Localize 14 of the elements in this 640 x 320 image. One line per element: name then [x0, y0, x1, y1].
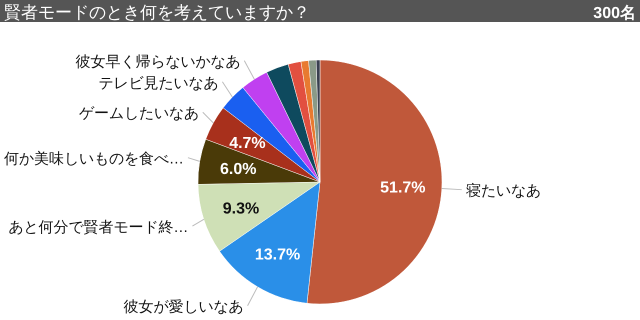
text: 300名 [593, 4, 636, 22]
slice-label: 寝たいなあ [466, 182, 541, 200]
data-label: 51.7% [380, 179, 426, 196]
data-label: 9.3% [222, 200, 260, 218]
slice-label: 彼女が愛しいなあ [124, 298, 244, 316]
chart-title: 賢者モードのとき何を考えていますか？ [4, 3, 310, 22]
slice-label: 彼女早く帰らないかなあ [75, 54, 240, 71]
slice-label: あと何分で賢者モード終… [8, 219, 188, 236]
slice-label: 何か美味しいものを食べ… [4, 150, 184, 168]
slice-label: テレビ見たいなあ [98, 74, 218, 92]
data-label: 4.7% [229, 134, 266, 152]
data-label: 13.7% [254, 246, 300, 264]
data-label: 6.0% [220, 160, 256, 178]
slice-label: ゲームしたいなあ [78, 105, 199, 122]
